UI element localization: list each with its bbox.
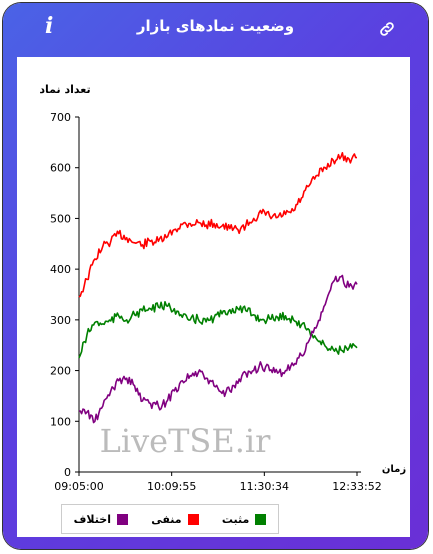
series-difference-line xyxy=(78,274,358,424)
legend-label-positive: مثبت xyxy=(221,512,250,526)
line-chart: تعداد نماد زمان LiveTSE.ir 0 100 200 300 400… xyxy=(39,83,406,493)
info-icon[interactable]: i xyxy=(45,13,54,39)
legend-label-negative: منفی xyxy=(151,512,182,526)
x-tick-label: 11:30:34 xyxy=(240,480,289,493)
legend: مثبت منفی اختلاف xyxy=(61,504,279,534)
page-title: وضعیت نمادهای بازار xyxy=(136,17,295,35)
y-tick-label: 0 xyxy=(64,466,71,479)
header-bar: i وضعیت نمادهای بازار xyxy=(3,3,428,55)
y-tick-label: 400 xyxy=(50,263,71,276)
legend-swatch-positive xyxy=(255,513,267,525)
chart-panel: تعداد نماد زمان LiveTSE.ir 0 100 200 300 400… xyxy=(17,57,410,537)
y-tick-label: 700 xyxy=(50,111,71,124)
legend-swatch-difference xyxy=(116,513,128,525)
legend-swatch-negative xyxy=(187,513,199,525)
link-icon[interactable] xyxy=(378,20,396,38)
y-tick-label: 500 xyxy=(50,212,71,225)
x-tick-label: 10:09:55 xyxy=(147,480,196,493)
legend-item-difference[interactable]: اختلاف xyxy=(74,513,128,526)
y-tick-label: 100 xyxy=(50,415,71,428)
app-window: i وضعیت نمادهای بازار تعداد نماد زمان Li… xyxy=(3,3,428,549)
y-tick-label: 200 xyxy=(50,365,71,378)
x-tick-label: 09:05:00 xyxy=(54,480,103,493)
y-tick-label: 600 xyxy=(50,162,71,175)
series-positive-line xyxy=(78,301,358,359)
legend-label-difference: اختلاف xyxy=(73,512,111,526)
watermark: LiveTSE.ir xyxy=(100,422,272,460)
x-tick-label: 12:33:52 xyxy=(332,480,381,493)
series-negative-line xyxy=(78,152,357,298)
x-axis-label: زمان xyxy=(382,464,406,475)
y-axis-label: تعداد نماد xyxy=(39,83,90,96)
y-tick-label: 300 xyxy=(50,314,71,327)
legend-item-negative[interactable]: منفی xyxy=(151,512,199,526)
legend-item-positive[interactable]: مثبت xyxy=(221,512,267,526)
